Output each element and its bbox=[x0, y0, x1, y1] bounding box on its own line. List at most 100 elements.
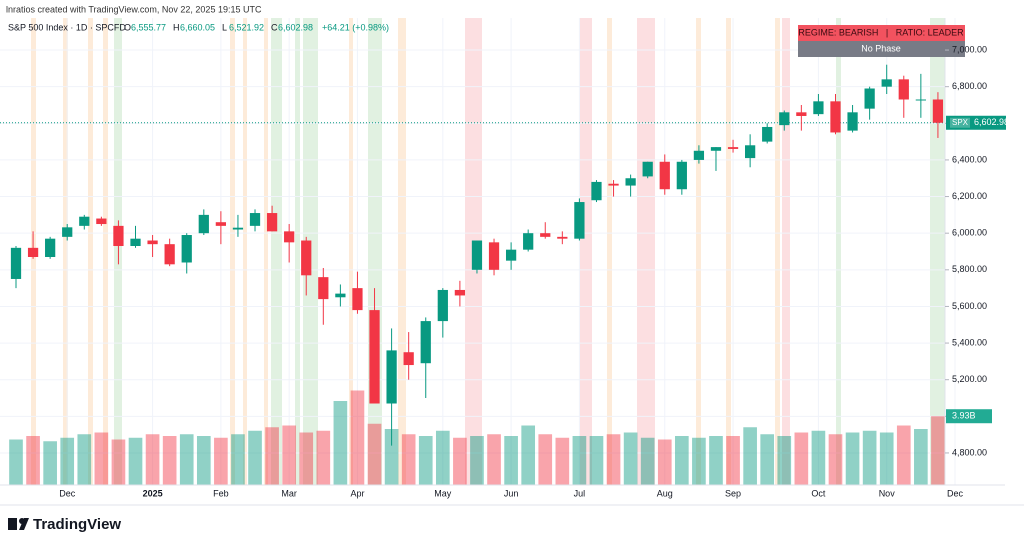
volume-pane bbox=[9, 390, 945, 485]
volume-bar bbox=[9, 439, 23, 485]
candle-body bbox=[130, 238, 141, 247]
candle-body bbox=[727, 147, 739, 149]
candle-body bbox=[437, 289, 448, 322]
candle-body bbox=[505, 249, 517, 261]
candle-body bbox=[864, 88, 875, 109]
volume-bar bbox=[862, 430, 877, 485]
legend-symbol: S&P 500 Index · 1D · SPCFD bbox=[8, 22, 126, 32]
candle-body bbox=[693, 150, 705, 160]
x-tick-label: Dec bbox=[59, 488, 76, 498]
volume-bar bbox=[657, 439, 672, 485]
attribution: lnratios created with TradingView.com, N… bbox=[6, 4, 262, 14]
volume-bar bbox=[367, 423, 382, 485]
phase-band bbox=[580, 18, 592, 485]
candle-body bbox=[62, 227, 73, 237]
candle-body bbox=[232, 227, 244, 230]
candle-body bbox=[625, 178, 636, 186]
phase-band bbox=[63, 18, 68, 485]
candle-body bbox=[557, 236, 568, 239]
phase-band bbox=[836, 18, 841, 485]
candle-body bbox=[266, 213, 278, 232]
plot bbox=[0, 64, 945, 446]
candle-body bbox=[847, 112, 858, 131]
candle-body bbox=[352, 288, 363, 311]
y-tick-label: 6,400.00 bbox=[952, 154, 987, 164]
volume-tag-text: 3.93B bbox=[952, 411, 976, 421]
volume-bar bbox=[384, 429, 399, 485]
candle-body bbox=[915, 99, 926, 101]
x-tick-label: Feb bbox=[213, 488, 229, 498]
volume-bar bbox=[111, 439, 126, 485]
phase-band bbox=[271, 18, 282, 485]
volume-bar bbox=[572, 436, 587, 485]
symbol-tag-text: SPX bbox=[952, 118, 969, 127]
legend-key: O bbox=[124, 22, 131, 32]
phase-band bbox=[230, 18, 235, 485]
phase-band bbox=[775, 18, 780, 485]
candle-body bbox=[881, 79, 892, 87]
logo-mark bbox=[8, 518, 17, 530]
candle-body bbox=[318, 277, 329, 300]
x-tick-label: Jul bbox=[574, 488, 586, 498]
logo-mark bbox=[19, 518, 29, 530]
y-tick-label: 5,800.00 bbox=[952, 264, 987, 274]
legend-key: L bbox=[222, 22, 227, 32]
x-tick-label: May bbox=[434, 488, 452, 498]
candle-body bbox=[79, 216, 90, 226]
legend-value: 6,660.05 bbox=[180, 22, 215, 32]
volume-bar bbox=[504, 436, 518, 485]
volume-bar bbox=[435, 430, 450, 485]
volume-bar bbox=[231, 434, 245, 485]
y-tick-label: 5,200.00 bbox=[952, 374, 987, 384]
volume-bar bbox=[77, 434, 92, 485]
y-tick-label: 6,200.00 bbox=[952, 191, 987, 201]
candle-body bbox=[215, 222, 226, 226]
legend-change: +64.21 (+0.98%) bbox=[322, 22, 389, 32]
volume-bar bbox=[914, 429, 928, 485]
volume-bar bbox=[299, 432, 314, 485]
brand: TradingView bbox=[33, 516, 121, 533]
x-tick-label: Jun bbox=[504, 488, 519, 498]
phase-band bbox=[607, 18, 612, 485]
price-tag bbox=[946, 115, 1006, 130]
volume-bar bbox=[60, 437, 75, 485]
candle-body bbox=[745, 145, 756, 159]
legend-key: H bbox=[173, 22, 180, 32]
candle-body bbox=[386, 350, 397, 404]
candle-body bbox=[45, 238, 56, 257]
candle-body bbox=[284, 231, 295, 243]
candle-body bbox=[932, 99, 944, 123]
x-tick-label: 2025 bbox=[143, 488, 163, 498]
volume-bar bbox=[743, 427, 757, 485]
phase-band bbox=[726, 18, 731, 485]
volume-bar bbox=[470, 436, 484, 485]
x-tick-label: Nov bbox=[879, 488, 896, 498]
volume-bar bbox=[179, 434, 194, 485]
volume-bar bbox=[316, 430, 331, 485]
candle-body bbox=[591, 181, 602, 201]
x-tick-label: Mar bbox=[281, 488, 297, 498]
legend-value: 6,521.92 bbox=[229, 22, 264, 32]
regime-text: REGIME: BEARISH | RATIO: LEADER bbox=[798, 27, 964, 37]
price-tag-text: 6,602.98 bbox=[974, 117, 1009, 127]
volume-bar bbox=[794, 432, 809, 485]
candle-body bbox=[574, 202, 585, 239]
candle-body bbox=[471, 240, 483, 270]
volume-bar bbox=[709, 436, 723, 485]
legend-value: 6,555.77 bbox=[131, 22, 166, 32]
candle-body bbox=[369, 310, 380, 404]
candle-body bbox=[27, 247, 39, 257]
phase-band bbox=[930, 18, 945, 485]
regime-box bbox=[798, 25, 965, 41]
candle-body bbox=[898, 79, 909, 100]
candle-body bbox=[420, 321, 431, 364]
volume-bar bbox=[487, 434, 501, 485]
candle-body bbox=[181, 235, 192, 263]
candle-body bbox=[796, 112, 807, 116]
y-tick-label: 7,000.00 bbox=[952, 44, 987, 54]
y-tick-label: 5,400.00 bbox=[952, 337, 987, 347]
candle-body bbox=[301, 240, 312, 276]
legend-key: C bbox=[271, 22, 278, 32]
